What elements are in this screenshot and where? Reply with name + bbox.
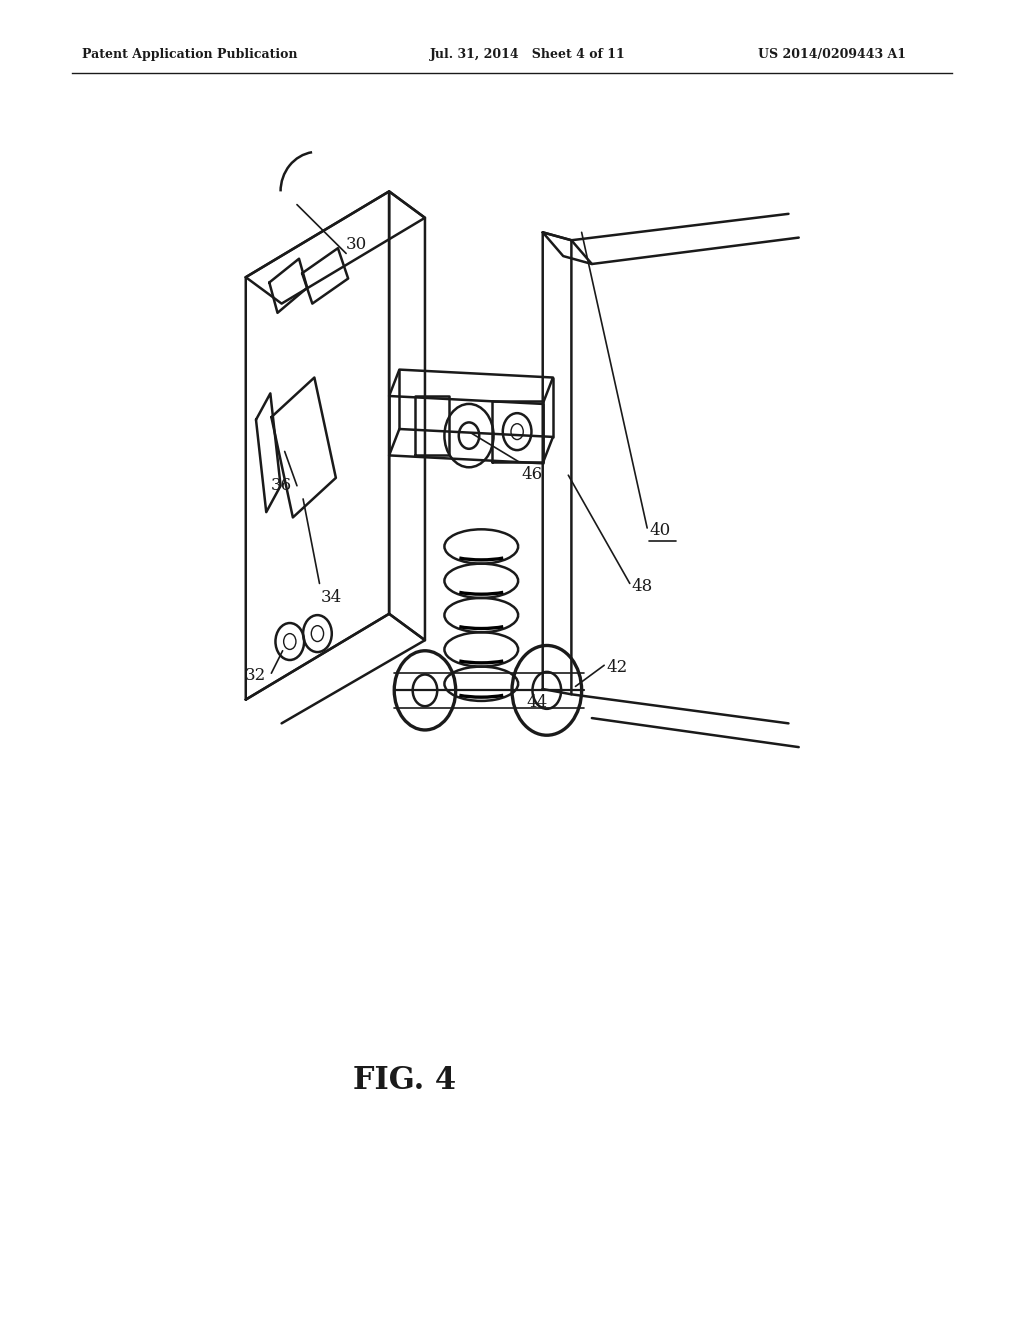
Text: 34: 34 — [321, 589, 342, 606]
Text: 44: 44 — [526, 694, 548, 711]
Text: 48: 48 — [632, 578, 653, 594]
Text: 42: 42 — [606, 660, 628, 676]
Text: 46: 46 — [521, 466, 543, 483]
Text: Jul. 31, 2014   Sheet 4 of 11: Jul. 31, 2014 Sheet 4 of 11 — [430, 48, 626, 61]
Text: US 2014/0209443 A1: US 2014/0209443 A1 — [758, 48, 906, 61]
Text: 36: 36 — [270, 478, 292, 494]
Text: Patent Application Publication: Patent Application Publication — [82, 48, 297, 61]
Text: 40: 40 — [649, 523, 671, 539]
Text: FIG. 4: FIG. 4 — [353, 1065, 456, 1096]
Text: 30: 30 — [346, 236, 368, 253]
Text: 32: 32 — [245, 668, 266, 684]
